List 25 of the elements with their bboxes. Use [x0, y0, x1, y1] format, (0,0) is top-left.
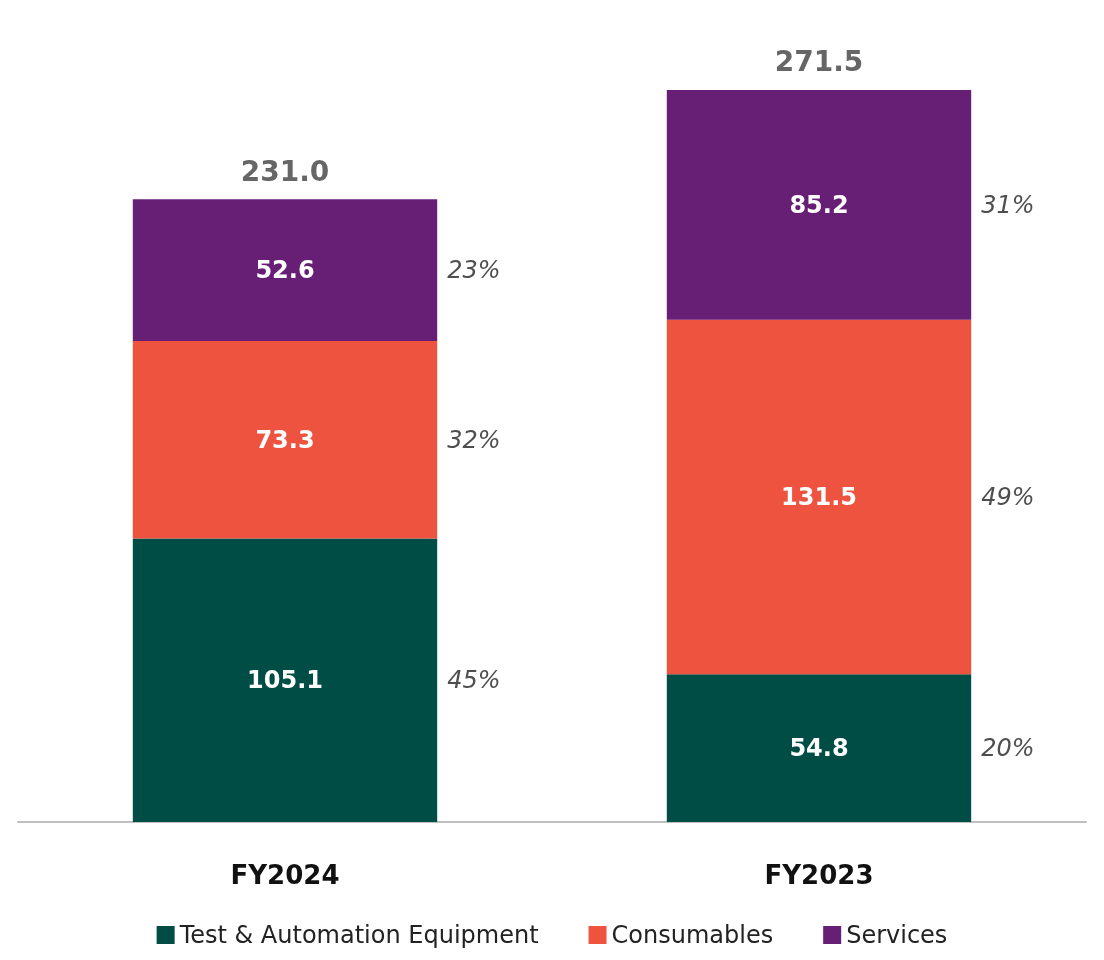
data-label: 131.5	[781, 482, 857, 511]
bar	[666, 319, 972, 675]
total-label: 271.5	[774, 45, 864, 79]
legend-label: Consumables	[611, 921, 774, 949]
legend-label: Services	[846, 921, 948, 949]
bar	[666, 89, 972, 320]
data-label: 85.2	[789, 190, 849, 219]
annotation: 32%	[447, 425, 501, 454]
annotation: 23%	[447, 256, 501, 285]
annotation: 20%	[981, 734, 1035, 763]
annotation: 45%	[447, 666, 501, 695]
data-label: 54.8	[789, 734, 849, 763]
total-label: 231.0	[240, 154, 330, 188]
x-tick-label: FY2024	[230, 860, 340, 890]
bar	[666, 674, 972, 822]
x-tick-label: FY2023	[764, 860, 874, 890]
annotation: 31%	[981, 190, 1035, 219]
bar	[132, 538, 438, 822]
bar	[132, 199, 438, 341]
annotation: 49%	[981, 482, 1035, 511]
data-label: 52.6	[255, 256, 315, 285]
data-label: 105.1	[247, 666, 323, 695]
data-label: 73.3	[255, 425, 315, 454]
legend-label: Test & Automation Equipment	[178, 921, 539, 949]
bar	[132, 340, 438, 539]
